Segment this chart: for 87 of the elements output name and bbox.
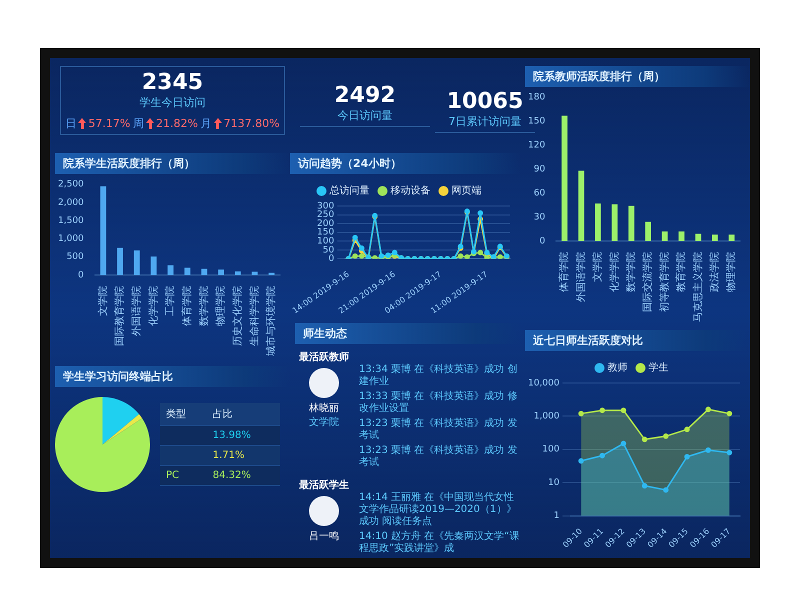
chart-title: 院系学生活跃度排行（周） bbox=[55, 153, 290, 174]
text: 14:10 赵方舟 在《先秦两汉文学“课程思政”实践讲堂》成 bbox=[359, 531, 520, 555]
text: 57.17% bbox=[88, 117, 130, 130]
y-tick-label: 10 bbox=[548, 478, 560, 488]
legend-label: 网页端 bbox=[452, 184, 482, 197]
text: 7日累计访问量 bbox=[448, 115, 522, 128]
text: 日 bbox=[65, 117, 76, 130]
y-tick-label: 1,000 bbox=[534, 412, 560, 422]
y-tick-label: 1,000 bbox=[58, 234, 84, 244]
x-tick-label: 国际交流学院 bbox=[642, 252, 654, 312]
chart-title: 院系教师活跃度排行（周） bbox=[525, 66, 750, 87]
x-tick-label: 生命科学学院 bbox=[248, 286, 260, 346]
y-tick-label: 1,500 bbox=[58, 216, 84, 226]
text: 类型 bbox=[160, 403, 207, 426]
text: 10065 bbox=[446, 89, 524, 114]
text: 最活跃学生 bbox=[298, 478, 350, 492]
text: 7137.80% bbox=[224, 117, 280, 130]
legend-label: 移动设备 bbox=[390, 184, 430, 197]
text: 占比 bbox=[206, 403, 280, 426]
text: 84.32% bbox=[206, 466, 280, 486]
y-tick-label: 60 bbox=[534, 188, 546, 198]
x-tick-label: 外国语学院 bbox=[574, 252, 587, 302]
x-tick-label: 体育学院 bbox=[180, 286, 193, 326]
text: 师生动态 bbox=[295, 323, 520, 344]
x-tick-label: 国际教育学院 bbox=[114, 286, 126, 346]
y-tick-label: 120 bbox=[528, 140, 546, 151]
y-tick-label: 30 bbox=[534, 212, 546, 222]
x-tick-label: 城市与环境学院 bbox=[265, 286, 278, 357]
x-tick-label: 物理学院 bbox=[725, 252, 738, 292]
y-tick-label: 150 bbox=[528, 116, 546, 127]
y-tick-label: 250 bbox=[317, 210, 334, 220]
y-tick-label: 2,500 bbox=[58, 180, 84, 190]
text: 13:34 栗博 在《科技英语》成功 创建作业 bbox=[359, 364, 518, 388]
x-tick-label: 数学学院 bbox=[624, 252, 637, 292]
x-tick-label: 政法学院 bbox=[708, 252, 721, 292]
x-tick-label: 数学学院 bbox=[198, 286, 210, 326]
x-tick-label: 工学院 bbox=[164, 286, 176, 316]
y-tick-label: 50 bbox=[322, 245, 334, 256]
y-tick-label: 2,000 bbox=[58, 198, 84, 208]
x-tick-label: 文学院 bbox=[96, 286, 109, 316]
text: 吕一鸣 bbox=[308, 530, 340, 543]
y-tick-label: 150 bbox=[317, 228, 334, 238]
text: 14:14 王丽雅 在《中国现当代女性文学作品研读2019—2020（1）》成功 阅读任务点 bbox=[359, 492, 518, 528]
x-tick-label: 历史文化学院 bbox=[231, 286, 244, 346]
y-tick-label: 100 bbox=[542, 444, 560, 455]
text: 林晓丽 bbox=[308, 402, 340, 415]
x-tick-label: 体育学院 bbox=[558, 252, 570, 292]
text: 2492 bbox=[333, 83, 397, 108]
text: 13.98% bbox=[206, 426, 280, 446]
chart-title: 近七日师生活跃度对比 bbox=[525, 330, 750, 351]
y-tick-label: 0 bbox=[539, 236, 546, 246]
x-tick-label: 化学学院 bbox=[147, 286, 160, 326]
y-tick-label: 180 bbox=[528, 92, 546, 103]
text: 2345 bbox=[140, 70, 204, 95]
x-tick-label: 物理学院 bbox=[214, 286, 227, 326]
text: 文学院 bbox=[308, 416, 340, 429]
y-tick-label: 90 bbox=[534, 164, 546, 175]
y-tick-label: 500 bbox=[66, 252, 84, 262]
x-tick-label: 教育学院 bbox=[675, 252, 688, 292]
text: 学生今日访问 bbox=[138, 95, 206, 110]
legend-label: 教师 bbox=[608, 362, 628, 374]
y-tick-label: 0 bbox=[328, 254, 334, 264]
text: 13:23 栗博 在《科技英语》成功 发考试 bbox=[359, 418, 518, 442]
text: 13:33 栗博 在《科技英语》成功 修改作业设置 bbox=[359, 391, 518, 415]
chart-title: 访问趋势（24小时） bbox=[290, 153, 520, 174]
x-tick-label: 化学学院 bbox=[608, 252, 620, 292]
x-tick-label: 文学院 bbox=[592, 252, 604, 282]
y-tick-label: 10,000 bbox=[528, 378, 560, 388]
text: 最活跃教师 bbox=[298, 350, 350, 364]
y-tick-label: 100 bbox=[317, 236, 334, 246]
text: 月 bbox=[200, 117, 212, 130]
chart-title: 学生学习访问终端占比 bbox=[55, 366, 290, 387]
y-tick-label: 300 bbox=[317, 201, 334, 212]
y-tick-label: 0 bbox=[78, 270, 84, 280]
x-tick-label: 外国语学院 bbox=[130, 286, 142, 336]
y-tick-label: 200 bbox=[317, 218, 334, 229]
legend-label: 学生 bbox=[648, 362, 668, 374]
text: 1.71% bbox=[206, 446, 280, 466]
x-tick-label: 马克思主义学院 bbox=[692, 252, 704, 322]
x-tick-label: 初等教育学院 bbox=[658, 252, 670, 312]
text: PC bbox=[160, 466, 207, 486]
legend-label: 总访问量 bbox=[328, 184, 370, 197]
text: 13:23 栗博 在《科技英语》成功 发考试 bbox=[359, 445, 518, 469]
text: 今日访问量 bbox=[336, 108, 394, 123]
text: 21.82% bbox=[156, 117, 198, 130]
text: 周 bbox=[133, 117, 144, 130]
y-tick-label: 1 bbox=[554, 511, 560, 522]
